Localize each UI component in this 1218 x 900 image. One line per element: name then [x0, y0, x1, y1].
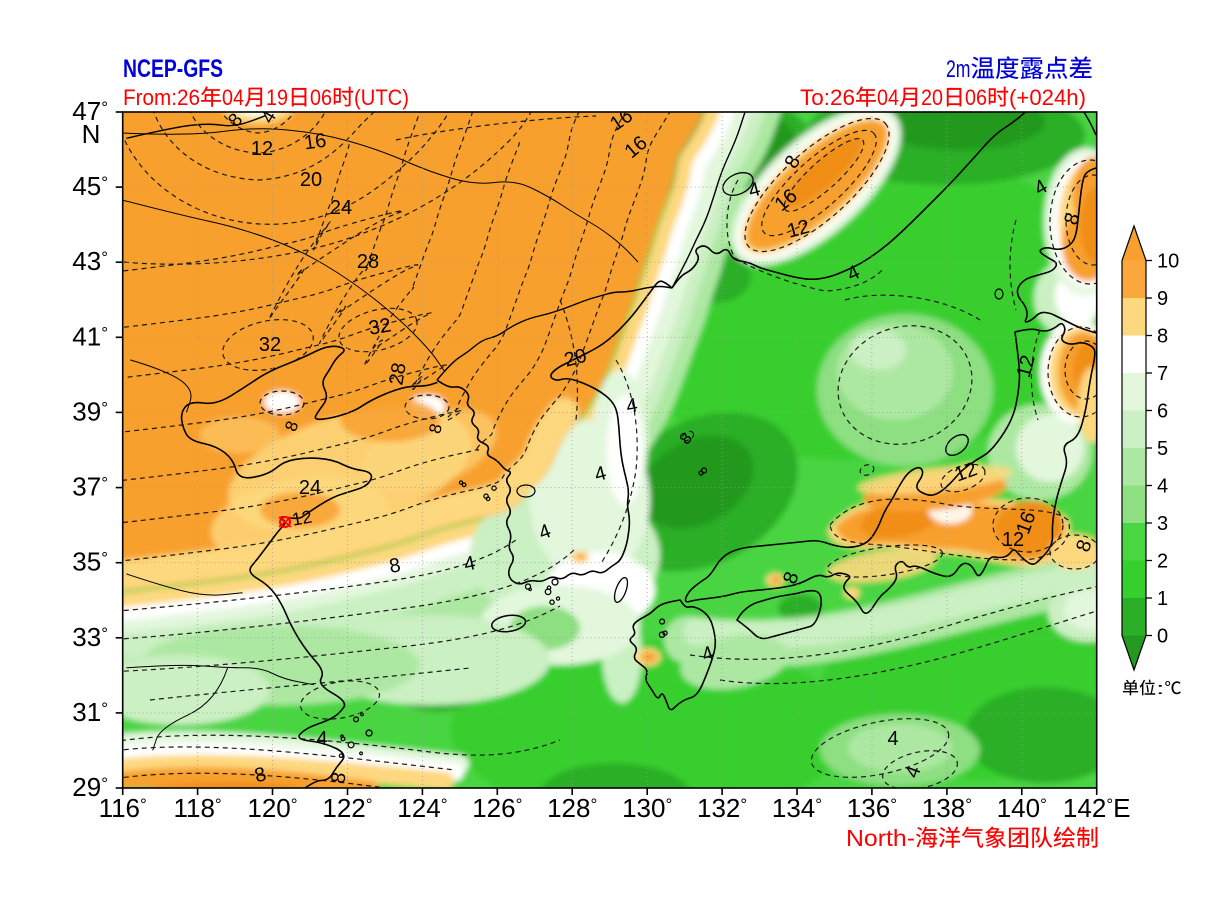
svg-text:North-: North- — [846, 825, 915, 851]
svg-text:06: 06 — [310, 85, 332, 110]
svg-text:116°: 116° — [99, 793, 147, 823]
svg-text:4: 4 — [746, 178, 762, 202]
svg-text:8: 8 — [327, 771, 351, 786]
svg-text:12: 12 — [251, 138, 273, 160]
svg-text:N: N — [82, 119, 101, 149]
svg-text:128°: 128° — [547, 793, 597, 823]
svg-text:3: 3 — [1157, 513, 1168, 535]
svg-text:4: 4 — [625, 394, 640, 418]
svg-text:4: 4 — [316, 728, 327, 750]
svg-text:118°: 118° — [173, 793, 221, 823]
svg-text:04: 04 — [222, 85, 244, 110]
svg-text:28: 28 — [385, 361, 411, 387]
svg-text:32: 32 — [259, 334, 281, 356]
svg-text:24: 24 — [299, 477, 321, 499]
svg-text:47°: 47° — [72, 96, 108, 126]
svg-text:04: 04 — [877, 85, 899, 110]
svg-text:(+024h): (+024h) — [1009, 85, 1086, 110]
svg-text:24: 24 — [330, 197, 352, 219]
svg-text:12: 12 — [290, 507, 313, 530]
svg-text:43°: 43° — [72, 246, 108, 276]
svg-text:4: 4 — [462, 552, 477, 576]
svg-text:124°: 124° — [397, 793, 447, 823]
svg-text:132°: 132° — [697, 793, 747, 823]
svg-text:4: 4 — [592, 462, 608, 486]
svg-text:19: 19 — [266, 85, 288, 110]
svg-text:120°: 120° — [247, 793, 297, 823]
svg-text:2m: 2m — [946, 56, 971, 83]
svg-text:140°: 140° — [997, 793, 1047, 823]
svg-text:4: 4 — [887, 728, 898, 750]
svg-text:136°: 136° — [847, 793, 897, 823]
svg-text:7: 7 — [1157, 363, 1168, 385]
svg-text:12: 12 — [1002, 529, 1024, 551]
svg-text:8: 8 — [388, 554, 403, 578]
svg-text:130°: 130° — [622, 793, 672, 823]
svg-text:138°: 138° — [922, 793, 972, 823]
svg-text:(UTC): (UTC) — [354, 85, 409, 110]
svg-text:1: 1 — [1157, 588, 1168, 610]
svg-text:126°: 126° — [472, 793, 522, 823]
svg-text::: : — [1156, 679, 1165, 698]
svg-text:2: 2 — [1157, 551, 1168, 573]
svg-text:134°: 134° — [772, 793, 822, 823]
svg-text:8: 8 — [1157, 326, 1168, 348]
svg-text:20: 20 — [300, 169, 322, 191]
svg-text:122°: 122° — [322, 793, 372, 823]
svg-text:9: 9 — [1157, 288, 1168, 310]
svg-text:10: 10 — [1157, 251, 1179, 273]
svg-text:5: 5 — [1157, 438, 1168, 460]
svg-text:16: 16 — [303, 130, 328, 155]
svg-text:To:26: To:26 — [800, 85, 855, 110]
svg-text:4: 4 — [1157, 476, 1168, 498]
svg-text:06: 06 — [965, 85, 987, 110]
svg-text:29°: 29° — [72, 772, 108, 802]
svg-text:From:26: From:26 — [123, 85, 200, 110]
svg-text:142°E: 142°E — [1063, 793, 1131, 823]
svg-text:0: 0 — [1157, 626, 1168, 648]
svg-text:32: 32 — [367, 314, 393, 340]
svg-text:20: 20 — [921, 85, 943, 110]
svg-text:28: 28 — [357, 251, 379, 273]
svg-text:8: 8 — [252, 763, 268, 787]
svg-text:NCEP-GFS: NCEP-GFS — [123, 55, 223, 83]
svg-text:6: 6 — [1157, 401, 1168, 423]
